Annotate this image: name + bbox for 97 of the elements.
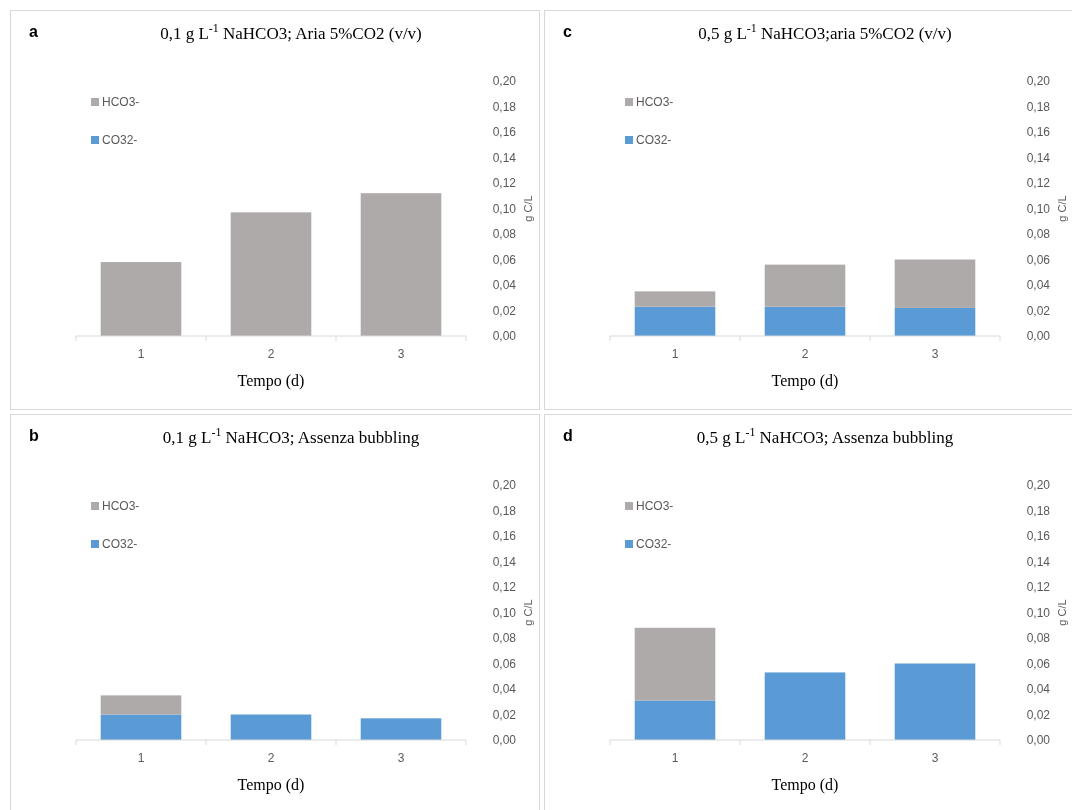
- x-tick-label: 1: [671, 347, 679, 361]
- y-tick-label: 0,06: [1026, 252, 1051, 267]
- text: c: [563, 23, 572, 40]
- legend-label: HCO3-: [102, 499, 140, 513]
- legend-label: CO32-: [636, 133, 672, 147]
- y-tick-label: 0,02: [492, 303, 517, 318]
- text: d: [563, 427, 573, 444]
- y-tick-label: 0,14: [1026, 150, 1051, 165]
- bar: [634, 291, 716, 307]
- x-tick-label: 3: [931, 751, 939, 765]
- legend-label: CO32-: [102, 133, 138, 147]
- x-axis-title: Tempo (d): [237, 776, 305, 794]
- bar: [100, 262, 182, 336]
- y-tick-label: 0,00: [492, 733, 517, 747]
- legend-label: HCO3-: [636, 95, 674, 109]
- x-tick-label: 2: [267, 347, 275, 361]
- bar: [894, 663, 976, 740]
- bar: [100, 695, 182, 715]
- x-tick-label: 3: [397, 751, 405, 765]
- y-tick-label: 0,10: [1026, 605, 1051, 620]
- x-tick-label: 1: [671, 751, 679, 765]
- bar: [894, 259, 976, 308]
- y-tick-label: 0,18: [1026, 503, 1051, 518]
- y-tick-label: 0,10: [492, 201, 517, 216]
- y-tick-label: 0,08: [492, 631, 517, 645]
- y-tick-label: 0,14: [492, 554, 517, 569]
- x-tick-label: 2: [801, 347, 809, 361]
- y-tick-label: 0,10: [492, 605, 517, 620]
- bar: [634, 306, 716, 336]
- y-tick-label: 0,06: [492, 656, 517, 671]
- y-tick-label: 0,16: [492, 529, 517, 543]
- y-tick-label: 0,04: [492, 682, 517, 696]
- y-tick-label: 0,00: [492, 329, 517, 343]
- y-tick-label: 0,16: [1026, 529, 1051, 543]
- y-tick-label: 0,08: [1026, 631, 1051, 645]
- y-tick-label: 0,00: [1026, 733, 1051, 747]
- bar: [360, 718, 442, 740]
- bar: [764, 672, 846, 740]
- bar: [360, 193, 442, 336]
- y-axis-title: g C/L: [1056, 599, 1068, 626]
- y-tick-label: 0,12: [1026, 580, 1051, 594]
- y-tick-label: 0,16: [492, 125, 517, 139]
- text: b: [29, 427, 39, 444]
- y-tick-label: 0,20: [492, 74, 517, 88]
- y-tick-label: 0,12: [1026, 176, 1051, 190]
- y-tick-label: 0,12: [492, 580, 517, 594]
- x-tick-label: 2: [801, 751, 809, 765]
- y-tick-label: 0,16: [1026, 125, 1051, 139]
- y-tick-label: 0,20: [1026, 74, 1051, 88]
- y-tick-label: 0,04: [492, 278, 517, 292]
- y-axis-title: g C/L: [522, 195, 534, 222]
- y-tick-label: 0,12: [492, 176, 517, 190]
- text: a: [29, 23, 38, 40]
- y-tick-label: 0,14: [492, 150, 517, 165]
- y-tick-label: 0,02: [1026, 303, 1051, 318]
- y-tick-label: 0,08: [492, 227, 517, 241]
- y-tick-label: 0,00: [1026, 329, 1051, 343]
- bar: [100, 714, 182, 740]
- legend-label: HCO3-: [636, 499, 674, 513]
- y-tick-label: 0,18: [1026, 99, 1051, 114]
- y-tick-label: 0,08: [1026, 227, 1051, 241]
- y-tick-label: 0,18: [492, 99, 517, 114]
- y-tick-label: 0,04: [1026, 278, 1051, 292]
- chart-title: 0,5 g L$^{-1}$ NaHCO3; Assenza bubbling: [696, 425, 954, 447]
- y-tick-label: 0,02: [492, 707, 517, 722]
- x-axis-title: Tempo (d): [771, 776, 839, 794]
- y-tick-label: 0,06: [492, 252, 517, 267]
- x-tick-label: 1: [137, 347, 145, 361]
- y-tick-label: 0,14: [1026, 554, 1051, 569]
- x-tick-label: 3: [397, 347, 405, 361]
- chart-title: 0,5 g L$^{-1}$ NaHCO3;aria 5%CO2 (v/v): [698, 21, 952, 43]
- y-tick-label: 0,20: [492, 478, 517, 492]
- bar: [634, 627, 716, 701]
- y-tick-label: 0,02: [1026, 707, 1051, 722]
- legend-label: CO32-: [102, 537, 138, 551]
- bar: [764, 306, 846, 336]
- x-axis-title: Tempo (d): [237, 372, 305, 390]
- y-tick-label: 0,06: [1026, 656, 1051, 671]
- bar: [894, 307, 976, 336]
- bar: [230, 212, 312, 336]
- legend-label: HCO3-: [102, 95, 140, 109]
- y-tick-label: 0,18: [492, 503, 517, 518]
- chart-title: 0,1 g L$^{-1}$ NaHCO3; Assenza bubbling: [162, 425, 420, 447]
- chart-title: 0,1 g L$^{-1}$ NaHCO3; Aria 5%CO2 (v/v): [160, 21, 422, 43]
- bar: [634, 700, 716, 740]
- y-axis-title: g C/L: [522, 599, 534, 626]
- x-tick-label: 1: [137, 751, 145, 765]
- bar: [230, 714, 312, 740]
- x-tick-label: 3: [931, 347, 939, 361]
- x-axis-title: Tempo (d): [771, 372, 839, 390]
- y-axis-title: g C/L: [1056, 195, 1068, 222]
- legend-label: CO32-: [636, 537, 672, 551]
- x-tick-label: 2: [267, 751, 275, 765]
- y-tick-label: 0,04: [1026, 682, 1051, 696]
- y-tick-label: 0,10: [1026, 201, 1051, 216]
- bar: [764, 264, 846, 307]
- y-tick-label: 0,20: [1026, 478, 1051, 492]
